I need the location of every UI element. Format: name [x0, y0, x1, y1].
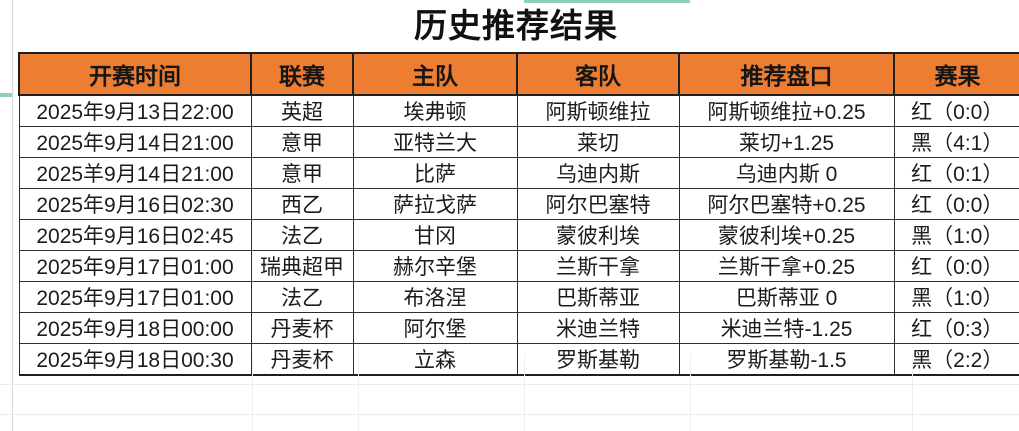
results-table-header: 开赛时间 联赛 主队 客队 推荐盘口 赛果 [18, 52, 1019, 96]
cell-home[interactable]: 布洛涅 [352, 281, 518, 313]
cell-league[interactable]: 法乙 [250, 281, 354, 313]
cell-time[interactable]: 2025年9月13日22:00 [18, 94, 252, 127]
cell-handicap[interactable]: 兰斯干拿+0.25 [678, 250, 895, 282]
table-row: 2025年9月14日21:00 意甲 亚特兰大 莱切 莱切+1.25 黑（4:1） [18, 126, 1019, 158]
cell-away[interactable]: 阿尔巴塞特 [516, 188, 680, 220]
cell-handicap[interactable]: 米迪兰特-1.25 [678, 312, 895, 344]
results-table-body: 2025年9月13日22:00 英超 埃弗顿 阿斯顿维拉 阿斯顿维拉+0.25 红（0:0… [18, 94, 1019, 376]
cell-handicap[interactable]: 巴斯蒂亚 0 [678, 281, 895, 313]
cell-result[interactable]: 红（0:0） [893, 188, 1019, 220]
results-table: 开赛时间 联赛 主队 客队 推荐盘口 赛果 2025年9月13日22:00 英超埃… [18, 52, 1019, 376]
grid-line [690, 354, 691, 431]
cell-time[interactable]: 2025年9月14日21:00 [18, 126, 252, 158]
header-result[interactable]: 赛果 [893, 52, 1019, 96]
cell-home[interactable]: 亚特兰大 [352, 126, 518, 158]
cell-time[interactable]: 2025年9月16日02:45 [18, 219, 252, 251]
grid-line [0, 384, 1019, 385]
grid-line [252, 354, 253, 431]
grid-line [0, 414, 1019, 415]
cell-handicap[interactable]: 莱切+1.25 [678, 126, 895, 158]
cell-result[interactable]: 红（0:3） [893, 312, 1019, 344]
table-row: 2025年9月18日00:30 丹麦杯 立森 罗斯基勒 罗斯基勒-1.5 黑（2:2） [18, 343, 1019, 376]
cell-home[interactable]: 埃弗顿 [352, 94, 518, 127]
title-cell[interactable]: 历史推荐结果 [13, 0, 1019, 52]
header-time[interactable]: 开赛时间 [18, 52, 252, 96]
cell-league[interactable]: 丹麦杯 [250, 343, 354, 376]
cell-time[interactable]: 2025年9月18日00:30 [18, 343, 252, 376]
header-row: 开赛时间 联赛 主队 客队 推荐盘口 赛果 [18, 52, 1019, 96]
cell-time[interactable]: 2025年9月17日01:00 [18, 250, 252, 282]
cell-league[interactable]: 丹麦杯 [250, 312, 354, 344]
table-row: 2025年9月18日00:00 丹麦杯 阿尔堡 米迪兰特 米迪兰特-1.25 红（0:3） [18, 312, 1019, 344]
cell-result[interactable]: 黑（2:2） [893, 343, 1019, 376]
cell-result[interactable]: 黑（4:1） [893, 126, 1019, 158]
cell-home[interactable]: 立森 [352, 343, 518, 376]
empty-sheet-grid[interactable] [0, 354, 1019, 431]
header-league[interactable]: 联赛 [250, 52, 354, 96]
header-home[interactable]: 主队 [352, 52, 518, 96]
cell-away[interactable]: 乌迪内斯 [516, 157, 680, 189]
cell-away[interactable]: 米迪兰特 [516, 312, 680, 344]
cell-league[interactable]: 西乙 [250, 188, 354, 220]
cell-handicap[interactable]: 阿斯顿维拉+0.25 [678, 94, 895, 127]
cell-time[interactable]: 2025年9月16日02:30 [18, 188, 252, 220]
cell-time[interactable]: 2025羊9月14日21:00 [18, 157, 252, 189]
cell-handicap[interactable]: 乌迪内斯 0 [678, 157, 895, 189]
cell-result[interactable]: 黑（1:0） [893, 219, 1019, 251]
cell-away[interactable]: 莱切 [516, 126, 680, 158]
cell-handicap[interactable]: 蒙彼利埃+0.25 [678, 219, 895, 251]
gutter-divider-line [12, 0, 13, 431]
selection-row-marker [0, 93, 12, 97]
cell-home[interactable]: 阿尔堡 [352, 312, 518, 344]
cell-home[interactable]: 赫尔辛堡 [352, 250, 518, 282]
cell-away[interactable]: 阿斯顿维拉 [516, 94, 680, 127]
header-away[interactable]: 客队 [516, 52, 680, 96]
cell-result[interactable]: 红（0:0） [893, 250, 1019, 282]
cell-result[interactable]: 黑（1:0） [893, 281, 1019, 313]
cell-league[interactable]: 意甲 [250, 157, 354, 189]
cell-league[interactable]: 英超 [250, 94, 354, 127]
selection-top-marker [524, 0, 690, 3]
cell-home[interactable]: 甘冈 [352, 219, 518, 251]
cell-handicap[interactable]: 罗斯基勒-1.5 [678, 343, 895, 376]
table-row: 2025年9月16日02:30 西乙 萨拉戈萨 阿尔巴塞特 阿尔巴塞特+0.25 红（0:… [18, 188, 1019, 220]
cell-league[interactable]: 瑞典超甲 [250, 250, 354, 282]
cell-result[interactable]: 红（0:1） [893, 157, 1019, 189]
table-row: 2025年9月17日01:00 法乙 布洛涅 巴斯蒂亚 巴斯蒂亚 0 黑（1:0） [18, 281, 1019, 313]
table-row: 2025羊9月14日21:00 意甲 比萨 乌迪内斯 乌迪内斯 0 红（0:1） [18, 157, 1019, 189]
cell-time[interactable]: 2025年9月17日01:00 [18, 281, 252, 313]
page-title: 历史推荐结果 [414, 7, 618, 44]
cell-away[interactable]: 兰斯干拿 [516, 250, 680, 282]
cell-home[interactable]: 比萨 [352, 157, 518, 189]
cell-handicap[interactable]: 阿尔巴塞特+0.25 [678, 188, 895, 220]
table-row: 2025年9月17日01:00 瑞典超甲 赫尔辛堡 兰斯干拿 兰斯干拿+0.25 红（0:… [18, 250, 1019, 282]
cell-result[interactable]: 红（0:0） [893, 94, 1019, 127]
grid-line [358, 354, 359, 431]
table-row: 2025年9月13日22:00 英超 埃弗顿 阿斯顿维拉 阿斯顿维拉+0.25 红（0:0… [18, 94, 1019, 127]
cell-away[interactable]: 巴斯蒂亚 [516, 281, 680, 313]
cell-away[interactable]: 蒙彼利埃 [516, 219, 680, 251]
cell-home[interactable]: 萨拉戈萨 [352, 188, 518, 220]
cell-league[interactable]: 意甲 [250, 126, 354, 158]
grid-line [912, 354, 913, 431]
header-handicap[interactable]: 推荐盘口 [678, 52, 895, 96]
grid-line [524, 354, 525, 431]
cell-time[interactable]: 2025年9月18日00:00 [18, 312, 252, 344]
cell-league[interactable]: 法乙 [250, 219, 354, 251]
table-row: 2025年9月16日02:45 法乙 甘冈 蒙彼利埃 蒙彼利埃+0.25 黑（1:0） [18, 219, 1019, 251]
cell-away[interactable]: 罗斯基勒 [516, 343, 680, 376]
